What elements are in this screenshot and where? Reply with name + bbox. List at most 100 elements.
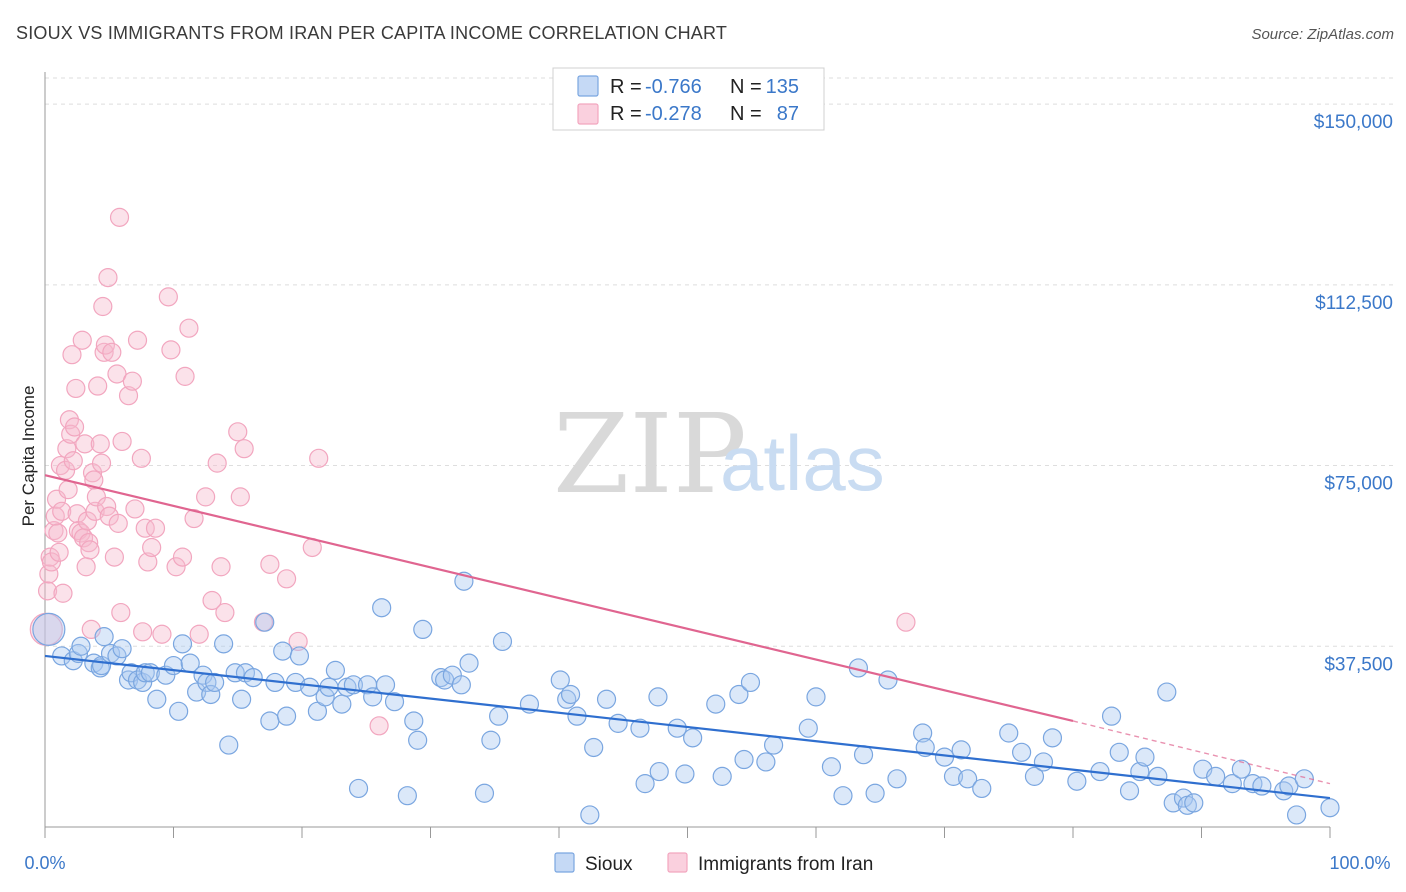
sioux-point-47 bbox=[332, 694, 352, 714]
iran-point-1 bbox=[37, 581, 58, 601]
sioux-point-111 bbox=[1024, 766, 1045, 786]
sioux-point-59 bbox=[413, 619, 433, 640]
sioux-point-118 bbox=[1119, 781, 1140, 801]
y-tick-label-2: $112,500 bbox=[1315, 293, 1393, 314]
iran-point-81 bbox=[260, 554, 280, 574]
sioux-point-134 bbox=[1279, 776, 1299, 796]
y-axis-label: Per Capita Income bbox=[19, 386, 38, 527]
iran-point-31 bbox=[80, 540, 100, 560]
sioux-point-109 bbox=[999, 723, 1019, 743]
sioux-point-50 bbox=[348, 778, 369, 799]
sioux-point-107 bbox=[958, 769, 978, 789]
y-tick-label-1: $75,000 bbox=[1324, 474, 1393, 495]
y-tick-label-0: $37,500 bbox=[1324, 654, 1393, 675]
iran-point-58 bbox=[133, 622, 153, 642]
iran-point-83 bbox=[288, 631, 308, 652]
x-tick-label-min: 0.0% bbox=[24, 853, 65, 873]
iran-point-65 bbox=[161, 340, 181, 360]
sioux-point-90 bbox=[740, 672, 761, 693]
iran-trend-line-extension bbox=[1072, 720, 1331, 785]
iran-point-52 bbox=[112, 431, 132, 452]
sioux-point-76 bbox=[584, 737, 604, 758]
iran-point-82 bbox=[276, 569, 297, 589]
iran-point-8 bbox=[48, 523, 68, 543]
sioux-point-27 bbox=[201, 684, 221, 705]
sioux-point-24 bbox=[187, 682, 207, 702]
iran-point-55 bbox=[125, 499, 145, 519]
sioux-point-88 bbox=[729, 684, 749, 705]
iran-point-29 bbox=[77, 511, 98, 531]
sioux-point-84 bbox=[675, 764, 695, 784]
iran-point-76 bbox=[215, 602, 235, 623]
sioux-point-91 bbox=[756, 752, 776, 772]
sioux-point-112 bbox=[1033, 752, 1054, 772]
y-tick-labels: $37,500 $75,000 $112,500 $150,000 bbox=[1314, 112, 1393, 675]
sioux-point-36 bbox=[260, 711, 280, 731]
sioux-point-113 bbox=[1042, 728, 1063, 748]
iran-point-62 bbox=[145, 518, 166, 538]
iran-point-54 bbox=[122, 371, 142, 391]
iran-point-48 bbox=[107, 364, 127, 384]
sioux-point-58 bbox=[408, 730, 428, 750]
iran-point-44 bbox=[98, 267, 118, 288]
iran-point-73 bbox=[202, 590, 222, 611]
iran-point-4 bbox=[41, 552, 62, 572]
legend-r-value-sioux: -0.766 bbox=[645, 76, 702, 98]
series-iran-points bbox=[29, 207, 916, 736]
sioux-point-121 bbox=[1148, 766, 1168, 786]
legend-n-label-sioux: N = bbox=[730, 76, 762, 98]
sioux-point-78 bbox=[608, 713, 628, 733]
correlation-legend: R = -0.766 N = 135 R = -0.278 N = 87 bbox=[552, 67, 825, 131]
sioux-point-120 bbox=[1135, 747, 1155, 767]
sioux-point-86 bbox=[706, 694, 726, 714]
sioux-point-77 bbox=[596, 689, 617, 709]
iran-point-50 bbox=[109, 207, 130, 227]
sioux-point-28 bbox=[205, 672, 225, 693]
iran-point-85 bbox=[309, 448, 329, 468]
watermark-atlas: atlas bbox=[720, 419, 885, 507]
iran-point-69 bbox=[179, 318, 199, 338]
sioux-point-130 bbox=[1231, 759, 1251, 779]
iran-point-53 bbox=[118, 386, 139, 406]
sioux-point-106 bbox=[951, 740, 971, 760]
iran-point-71 bbox=[189, 624, 209, 644]
sioux-point-89 bbox=[734, 749, 754, 770]
sioux-point-71 bbox=[550, 670, 570, 690]
iran-point-30 bbox=[79, 533, 99, 553]
iran-point-18 bbox=[62, 345, 82, 365]
iran-point-25 bbox=[72, 330, 92, 350]
iran-point-40 bbox=[93, 296, 113, 317]
iran-point-37 bbox=[88, 376, 108, 396]
sioux-point-75 bbox=[580, 805, 600, 825]
iran-point-61 bbox=[142, 537, 162, 558]
iran-point-38 bbox=[90, 434, 110, 454]
sioux-point-81 bbox=[648, 687, 668, 707]
sioux-point-30 bbox=[219, 735, 239, 755]
sioux-point-22 bbox=[172, 634, 193, 654]
legend-r-label-iran: R = bbox=[610, 103, 642, 125]
sioux-point-95 bbox=[821, 757, 842, 777]
bottom-legend-swatch-sioux bbox=[554, 852, 575, 873]
iran-point-27 bbox=[75, 434, 95, 454]
sioux-point-80 bbox=[635, 774, 655, 794]
legend-r-label-sioux: R = bbox=[610, 76, 642, 98]
sioux-point-54 bbox=[375, 675, 396, 695]
iran-point-28 bbox=[76, 557, 96, 577]
iran-point-2 bbox=[39, 564, 59, 584]
legend-swatch-sioux bbox=[577, 75, 599, 97]
sioux-point-135 bbox=[1286, 805, 1307, 825]
sioux-point-102 bbox=[913, 723, 933, 743]
sioux-point-117 bbox=[1109, 742, 1129, 762]
sioux-point-128 bbox=[1206, 766, 1226, 786]
sioux-point-46 bbox=[325, 660, 346, 680]
sioux-point-101 bbox=[887, 769, 907, 789]
sioux-point-21 bbox=[169, 701, 189, 721]
sioux-point-67 bbox=[481, 730, 501, 750]
sioux-point-94 bbox=[806, 687, 826, 707]
iran-point-86 bbox=[369, 716, 389, 736]
sioux-point-85 bbox=[683, 728, 703, 748]
sioux-point-41 bbox=[289, 646, 310, 666]
iran-point-9 bbox=[49, 542, 69, 562]
iran-point-51 bbox=[111, 602, 131, 623]
